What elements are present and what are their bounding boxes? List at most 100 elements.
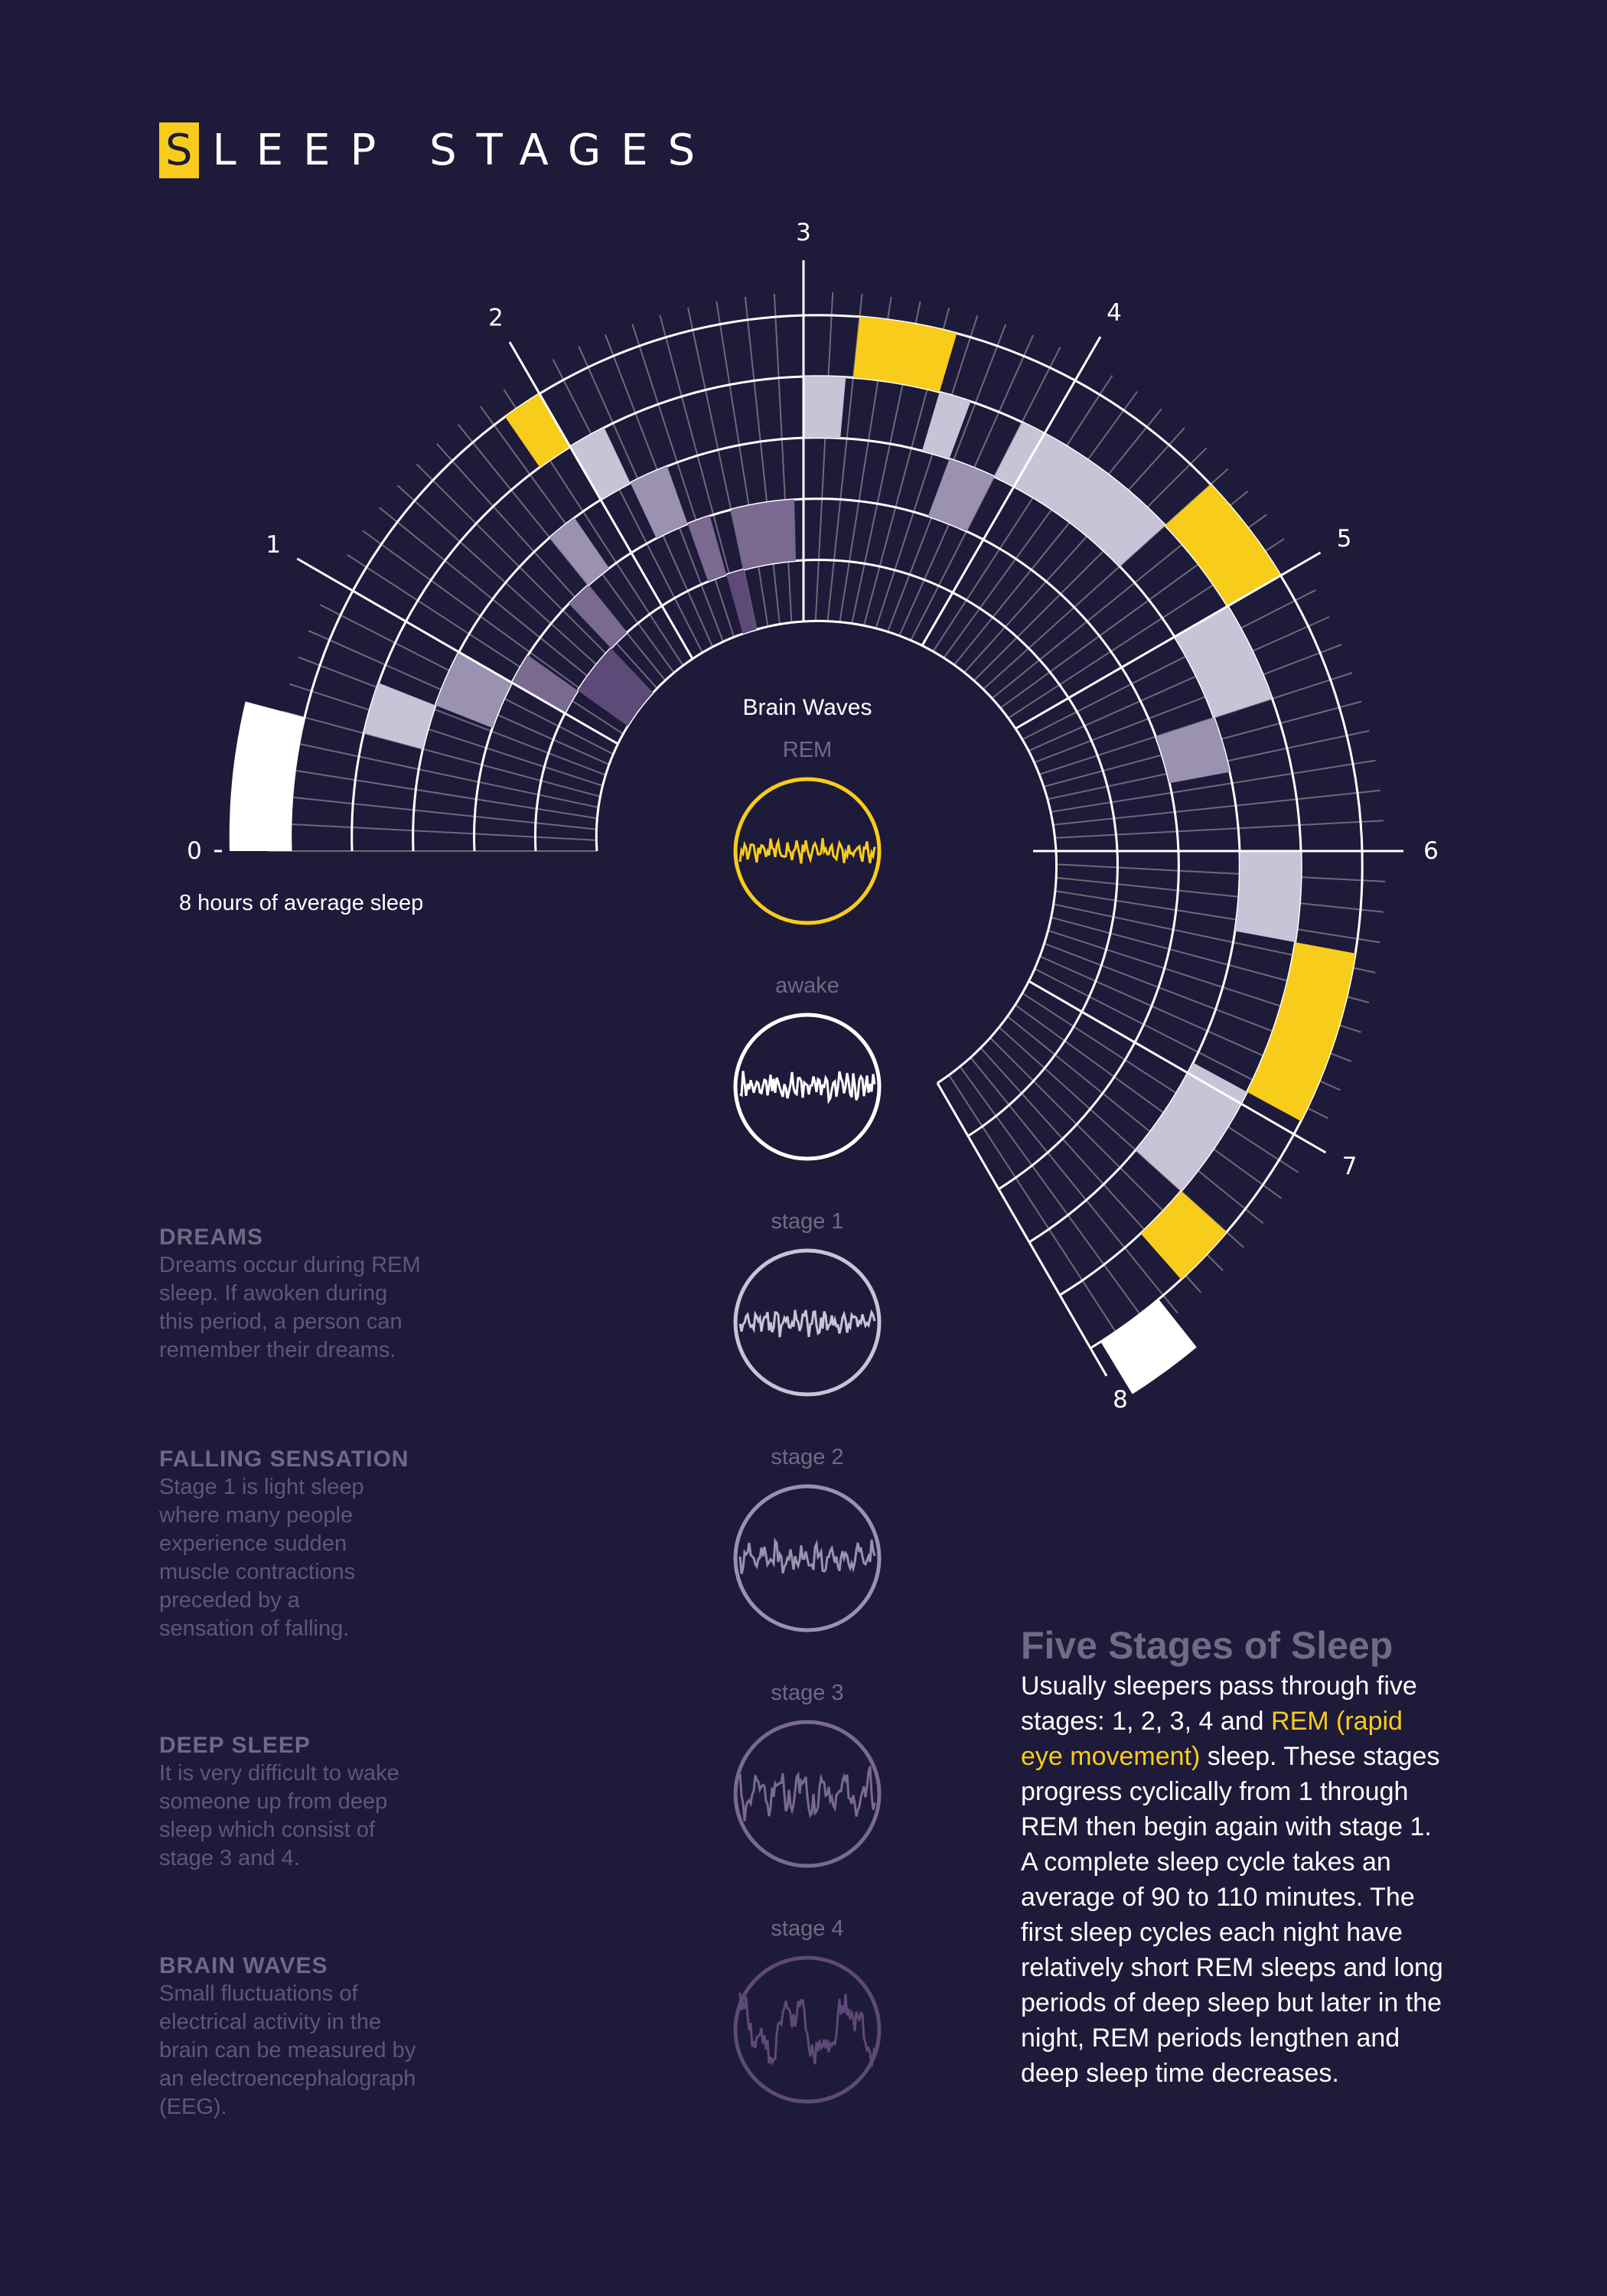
title-rest: LEEP STAGES	[212, 126, 715, 175]
sleep-segment-stage2	[435, 652, 512, 729]
five-stages-text-after: sleep. These stages progress cyclically …	[1021, 1742, 1443, 2088]
brain-wave-circles	[733, 777, 882, 2104]
grid-spoke	[744, 296, 781, 625]
brain-wave-trace	[738, 1992, 876, 2067]
grid-spoke	[1054, 890, 1380, 944]
brain-wave-trace	[738, 1309, 876, 1338]
info-line: electrical activity in the	[159, 2010, 382, 2034]
info-heading: BRAIN WAVES	[159, 1953, 328, 1978]
page-title: S LEEP STAGES	[159, 122, 715, 178]
hour-tick-label: 5	[1337, 525, 1352, 553]
grid-spoke	[963, 427, 1185, 673]
info-line: this period, a person can	[159, 1309, 403, 1334]
info-line: Stage 1 is light sleep	[159, 1475, 364, 1499]
sleep-segment-stage2	[927, 458, 995, 532]
grid-spoke	[1034, 644, 1342, 764]
sleep-segment-stage1	[994, 422, 1165, 566]
hour-tick-label: 8	[1113, 1386, 1128, 1414]
sleep-segment-stage3	[687, 516, 727, 582]
sleep-segment-stage1	[921, 392, 971, 459]
info-heading: FALLING SENSATION	[159, 1446, 409, 1472]
hour-tick-label: 3	[796, 219, 811, 246]
five-stages-highlight: REM (rapid eye movement)	[1021, 1707, 1403, 1771]
grid-spoke	[272, 766, 598, 820]
sleep-segment-rem	[1165, 484, 1281, 606]
grid-spoke	[298, 656, 606, 776]
info-line: stage 3 and 4.	[159, 1846, 300, 1870]
grid-spoke	[953, 408, 1162, 666]
grid-spoke	[1053, 789, 1380, 826]
grid-spoke	[631, 324, 735, 638]
grid-spoke	[773, 293, 793, 623]
grid-spoke	[1054, 820, 1384, 839]
info-block-dreams: DREAMS Dreams occur during REM sleep. If…	[159, 1223, 481, 1365]
brain-wave-circle-stage-1	[733, 1248, 882, 1397]
sleep-segments	[229, 316, 1356, 1394]
info-block-deep-sleep: DEEP SLEEP It is very difficult to wake …	[159, 1731, 481, 1873]
grid-spoke	[552, 359, 703, 654]
info-line: remember their dreams.	[159, 1338, 396, 1362]
sleep-segment-stage1	[570, 427, 631, 500]
info-line: where many people	[159, 1503, 354, 1528]
grid-spoke	[267, 822, 597, 841]
info-line: sleep. If awoken during	[159, 1281, 388, 1306]
info-block-brain-waves: BRAIN WAVES Small fluctuations of electr…	[159, 1952, 481, 2122]
wave-label-stage1: stage 1	[771, 1209, 844, 1234]
sleep-segment-stage1	[804, 376, 846, 439]
info-line: preceded by a	[159, 1588, 300, 1613]
info-block-falling: FALLING SENSATION Stage 1 is light sleep…	[159, 1445, 481, 1643]
grid-spoke	[943, 391, 1138, 659]
title-first-letter: S	[159, 122, 199, 178]
hour-tick-label: 1	[266, 531, 281, 559]
five-stages-text-before: Usually sleepers pass through five stage…	[1021, 1671, 1417, 1736]
info-line: Small fluctuations of	[159, 1981, 358, 2006]
hour-tick-line	[296, 557, 619, 745]
hour-tick-label: 6	[1423, 837, 1439, 865]
sleep-segment-stage4	[726, 569, 757, 634]
info-line: (EEG).	[159, 2095, 227, 2119]
hour-tick-label: 4	[1107, 299, 1122, 327]
grid-spoke	[347, 553, 624, 735]
hour-tick-label: 0	[187, 837, 202, 865]
wave-label-stage2: stage 2	[771, 1445, 844, 1469]
grid-spoke	[910, 347, 1061, 641]
five-stages-panel: Five Stages of Sleep Usually sleepers pa…	[1021, 1623, 1449, 2091]
grid-ring	[289, 314, 1364, 1349]
wave-label-stage3: stage 3	[771, 1681, 844, 1705]
brain-wave-trace	[738, 1766, 876, 1821]
grid-spoke	[276, 738, 599, 809]
hours-label: 8 hours of average sleep	[179, 891, 424, 915]
hour-tick-line	[1015, 551, 1322, 730]
hour-tick-label: 7	[1342, 1153, 1358, 1180]
brain-wave-trace	[738, 837, 876, 864]
grid-spoke	[282, 710, 601, 797]
info-line: an electroencephalograph	[159, 2066, 416, 2091]
grid-spoke	[875, 315, 979, 629]
grid-spoke	[1028, 616, 1330, 752]
hour-tick-label: 2	[488, 305, 504, 332]
grid-spoke	[687, 307, 758, 630]
grid-spoke	[973, 447, 1208, 681]
five-stages-heading: Five Stages of Sleep	[1021, 1624, 1393, 1667]
hour-tick-line	[508, 341, 694, 660]
sleep-segment-stage3	[511, 655, 579, 713]
sleep-segment-stage2	[1156, 717, 1230, 784]
info-line: muscle contractions	[159, 1560, 356, 1584]
brain-wave-circle-REM	[733, 777, 882, 925]
brain-wave-trace	[738, 1537, 876, 1574]
hour-ticks: 0 1 2 3 4 5 6 7 8	[187, 219, 1439, 1414]
wave-label-stage4: stage 4	[771, 1916, 844, 1941]
sleep-segment-awake	[229, 701, 305, 851]
grid-spoke	[1022, 589, 1316, 741]
sleep-segment-stage1	[363, 683, 436, 749]
brain-wave-circle-stage-4	[733, 1955, 882, 2104]
grid-spoke	[289, 683, 603, 787]
grid-spoke	[998, 1026, 1244, 1248]
info-line: Dreams occur during REM	[159, 1253, 421, 1277]
sleep-segment-rem	[1140, 1191, 1227, 1280]
radial-grid	[267, 292, 1386, 1368]
sleep-segment-rem	[505, 393, 570, 468]
sleep-segment-stage1	[1175, 606, 1273, 718]
grid-spoke	[959, 1065, 1155, 1334]
info-line: sensation of falling.	[159, 1616, 350, 1641]
